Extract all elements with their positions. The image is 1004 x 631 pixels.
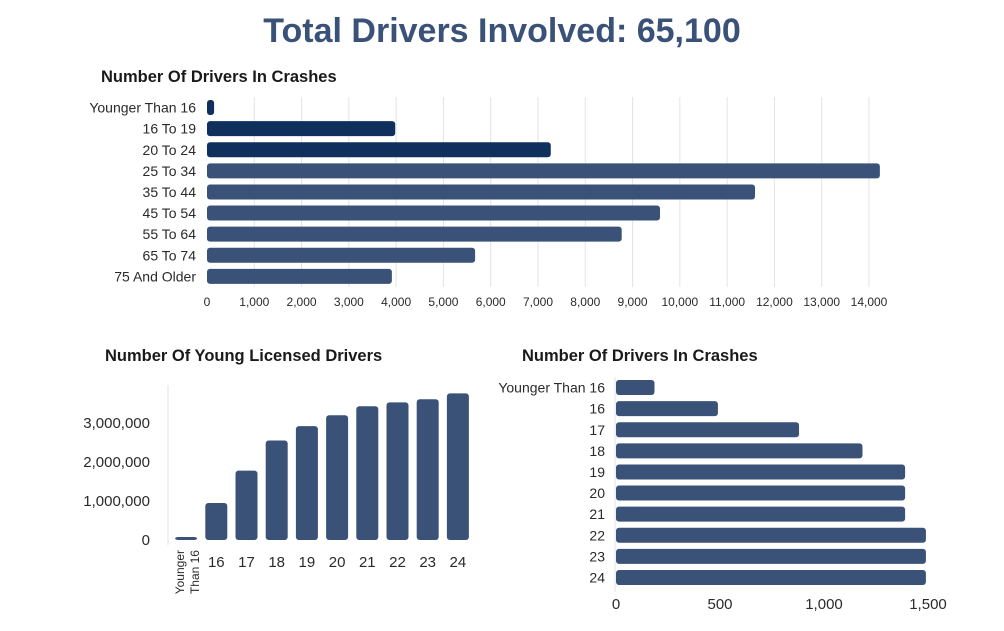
bar	[235, 470, 258, 540]
x-tick-label: 12,000	[756, 295, 793, 309]
bar	[616, 569, 926, 585]
bar	[207, 100, 215, 116]
bar	[356, 406, 379, 540]
x-tick-label: 9,000	[618, 295, 648, 309]
category-label: 18	[268, 554, 285, 571]
main-title: Total Drivers Involved: 65,100	[263, 12, 741, 50]
x-tick-label: 7,000	[523, 295, 553, 309]
bar	[326, 415, 349, 540]
category-label: 23	[589, 548, 605, 564]
y-tick-label: 1,000,000	[83, 493, 150, 510]
bar	[616, 548, 926, 564]
bar	[207, 163, 880, 179]
bar	[207, 226, 622, 242]
chart-title-crashes-by-age: Number Of Drivers In Crashes	[101, 68, 337, 86]
category-label: 22	[589, 527, 605, 543]
bar	[207, 121, 396, 137]
bar	[446, 393, 469, 540]
x-tick-label: 0	[204, 295, 211, 309]
bar	[207, 247, 476, 263]
x-tick-label: 1,000	[805, 596, 843, 613]
bar	[265, 440, 288, 540]
bar	[175, 537, 198, 540]
bar	[207, 184, 756, 200]
x-tick-label: 2,000	[287, 295, 317, 309]
category-label: 20	[589, 485, 605, 501]
x-tick-label: 3,000	[334, 295, 364, 309]
y-tick-label: 0	[142, 532, 150, 549]
category-label: 16 To 19	[143, 121, 197, 137]
category-label: 24	[450, 554, 467, 571]
bar	[295, 426, 318, 540]
bar	[616, 506, 906, 522]
category-label: 45 To 54	[143, 205, 197, 221]
category-label: 35 To 44	[143, 184, 197, 200]
x-tick-label: 13,000	[803, 295, 840, 309]
bar	[616, 527, 926, 543]
category-label: 16	[589, 401, 605, 417]
x-tick-label: 10,000	[662, 295, 699, 309]
bar	[205, 502, 228, 540]
bar	[616, 401, 718, 417]
x-tick-label: 5,000	[428, 295, 458, 309]
x-tick-label: 1,000	[239, 295, 269, 309]
category-label: 19	[589, 464, 605, 480]
category-label: 17	[238, 554, 255, 571]
bar	[207, 142, 551, 158]
category-label: 16	[208, 554, 225, 571]
chart-title-young-crashes: Number Of Drivers In Crashes	[522, 347, 758, 365]
category-label: 65 To 74	[143, 247, 197, 263]
bar	[386, 402, 409, 540]
x-tick-label: 4,000	[381, 295, 411, 309]
x-tick-label: 6,000	[476, 295, 506, 309]
category-label: 23	[419, 554, 436, 571]
category-label: 75 And Older	[114, 268, 196, 284]
category-label: Younger Than 16	[89, 100, 196, 116]
y-tick-label: 2,000,000	[83, 454, 150, 471]
category-label: 22	[389, 554, 406, 571]
category-label: 20	[329, 554, 346, 571]
bar	[207, 205, 660, 221]
x-tick-label: 14,000	[851, 295, 888, 309]
category-label: 21	[359, 554, 376, 571]
x-tick-label: 0	[612, 596, 620, 613]
bar	[616, 464, 906, 480]
category-label: 21	[589, 506, 605, 522]
bar	[616, 380, 655, 396]
category-label-rotated: YoungerThan 16	[173, 550, 202, 595]
category-label: Younger Than 16	[498, 380, 605, 396]
x-tick-label: 500	[707, 596, 732, 613]
category-label: 20 To 24	[143, 142, 197, 158]
x-tick-label: 8,000	[570, 295, 600, 309]
x-tick-label: 1,500	[909, 596, 947, 613]
category-label: 24	[589, 569, 605, 585]
category-label: YoungerThan 16	[173, 550, 202, 595]
bar	[616, 422, 800, 438]
category-label: 17	[589, 422, 605, 438]
chart-title-young-licensed: Number Of Young Licensed Drivers	[105, 347, 383, 365]
category-label: 19	[299, 554, 316, 571]
bar	[416, 399, 439, 540]
category-label: 55 To 64	[143, 226, 197, 242]
category-label: 25 To 34	[143, 163, 197, 179]
bar	[207, 268, 392, 284]
y-tick-label: 3,000,000	[83, 415, 150, 432]
x-tick-label: 11,000	[709, 295, 745, 309]
bar	[616, 485, 906, 501]
category-label: 18	[589, 443, 605, 459]
bar	[616, 443, 863, 459]
